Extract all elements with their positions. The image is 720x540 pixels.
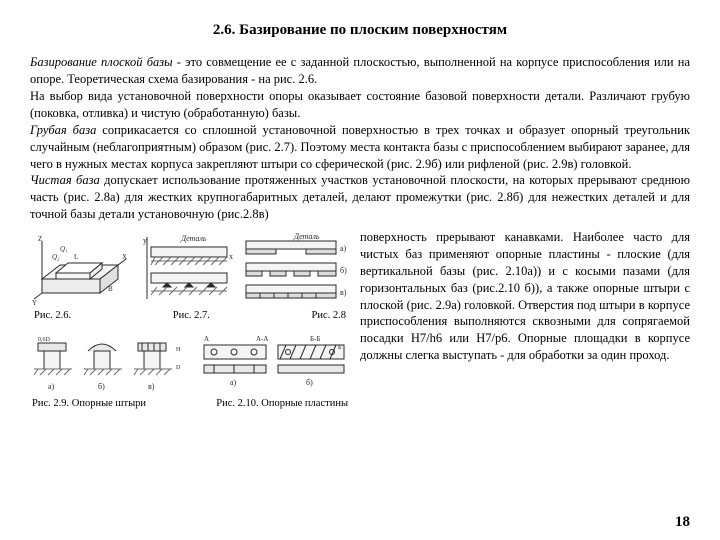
figure-column: Y Z Q₁ Q₂ L B X y (30, 229, 350, 411)
svg-text:в): в) (340, 288, 347, 297)
svg-text:Z: Z (38, 235, 42, 243)
figure-2-10: А А-А а) Б-Б (200, 333, 350, 395)
lower-row: Y Z Q₁ Q₂ L B X y (30, 229, 690, 411)
svg-text:а): а) (230, 378, 237, 387)
caption-2-7: Рис. 2.7. (173, 309, 210, 323)
body-text: Базирование плоской базы - это совмещени… (30, 54, 690, 223)
page-number: 18 (675, 512, 690, 532)
caption-2-9: Рис. 2.9. Опорные штыри (32, 397, 146, 411)
para2: На выбор вида установочной поверхности о… (30, 89, 690, 120)
svg-text:а): а) (340, 244, 347, 253)
figure-row-1: Y Z Q₁ Q₂ L B X y (30, 229, 350, 307)
svg-text:0,6D: 0,6D (38, 337, 51, 343)
caption-row-2: Рис. 2.9. Опорные штыри Рис. 2.10. Опорн… (30, 397, 350, 411)
svg-text:А-А: А-А (256, 335, 268, 343)
svg-text:Q₁: Q₁ (60, 245, 68, 253)
caption-2-8: Рис. 2.8 (312, 309, 347, 323)
svg-text:Б-Б: Б-Б (310, 335, 320, 343)
section-title: 2.6. Базирование по плоским поверхностям (30, 20, 690, 40)
para1-lead: Базирование плоской базы (30, 55, 173, 69)
para4-lead: Чистая база (30, 173, 100, 187)
figure-2-7: y Деталь (137, 229, 233, 307)
caption-row-1: Рис. 2.6. Рис. 2.7. Рис. 2.8 (30, 309, 350, 323)
svg-text:Y: Y (32, 299, 37, 307)
svg-text:X: X (122, 253, 127, 261)
para3-lead: Грубая база (30, 123, 96, 137)
svg-text:B: B (108, 285, 113, 293)
svg-text:D: D (176, 365, 181, 371)
caption-2-10: Рис. 2.10. Опорные пластины (216, 397, 348, 411)
figure-row-2: 0,6D а) (30, 333, 350, 395)
svg-text:x: x (229, 252, 233, 261)
para4-rest: допускает использование протяженных учас… (30, 173, 690, 221)
svg-text:Б: Б (338, 345, 342, 351)
svg-text:б): б) (306, 378, 313, 387)
svg-text:А: А (204, 335, 209, 343)
caption-2-6: Рис. 2.6. (34, 309, 71, 323)
svg-text:Деталь: Деталь (180, 234, 207, 243)
svg-text:б): б) (340, 266, 347, 275)
svg-text:Деталь: Деталь (293, 232, 320, 241)
svg-text:а): а) (48, 382, 55, 391)
figure-2-9: 0,6D а) (30, 333, 190, 395)
svg-text:H: H (176, 347, 181, 353)
page: 2.6. Базирование по плоским поверхностям… (0, 0, 720, 540)
para3-rest: соприкасается со сплошной установочной п… (30, 123, 690, 171)
svg-text:L: L (74, 253, 78, 261)
svg-text:б): б) (98, 382, 105, 391)
svg-text:в): в) (148, 382, 155, 391)
svg-text:Q₂: Q₂ (52, 253, 60, 261)
figure-2-8: Деталь а) б) (240, 229, 350, 307)
side-text: поверхность прерывают канавками. Наиболе… (360, 229, 690, 411)
svg-text:y: y (143, 236, 147, 245)
figure-2-6: Y Z Q₁ Q₂ L B X (30, 229, 130, 307)
